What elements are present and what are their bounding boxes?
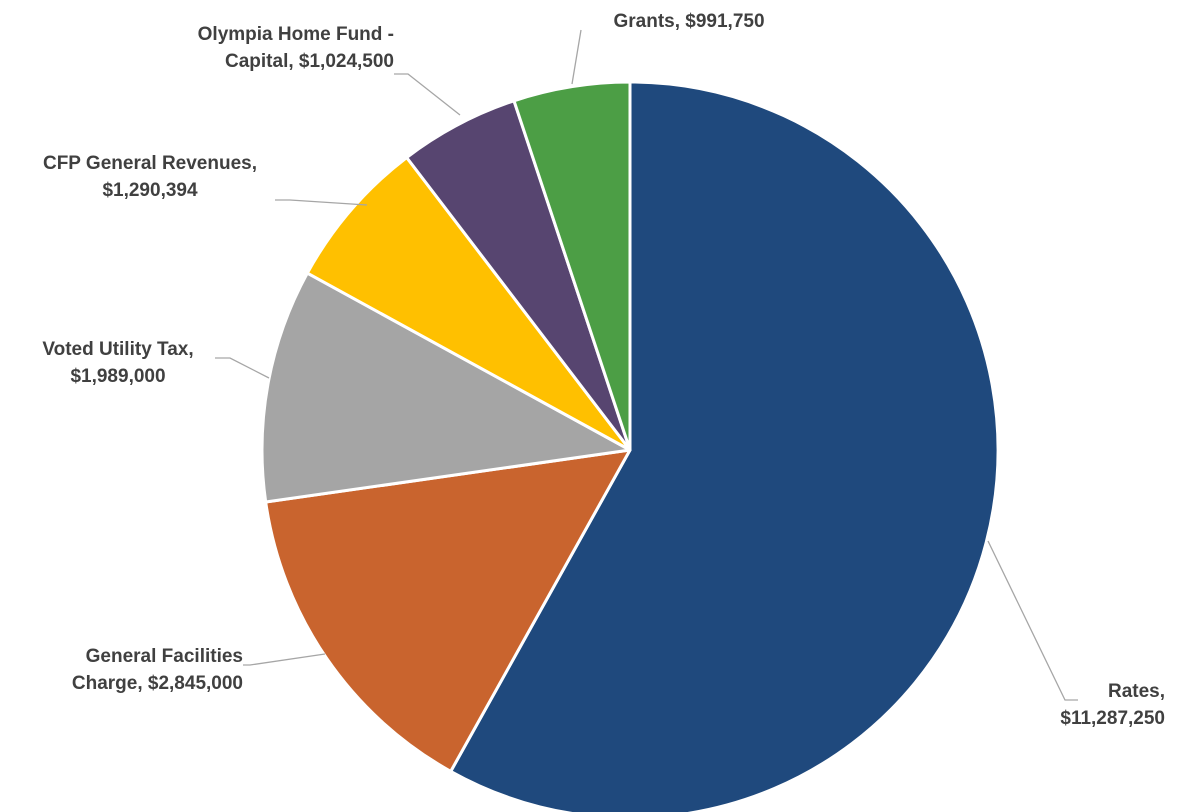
data-label-line: $1,290,394 xyxy=(102,180,198,201)
pie-slices xyxy=(260,80,1000,812)
pie-slice-voted-utility-tax xyxy=(260,271,632,504)
pie-slice-rates xyxy=(449,80,1000,812)
data-label-rates: Rates, $11,287,250 xyxy=(1060,681,1165,729)
data-label-general-facilities-charge: General Facilities Charge, $2,845,000 xyxy=(72,646,243,694)
data-label-cfp-general-revenues: CFP General Revenues, $1,290,394 xyxy=(43,153,257,201)
leader-line-grants xyxy=(571,29,582,85)
data-label-line: $11,287,250 xyxy=(1060,708,1165,729)
data-labels: Rates, $11,287,250 General Facilities Charg… xyxy=(42,11,1165,729)
data-label-line: $1,989,000 xyxy=(70,366,165,387)
pie-slice-cfp-general-revenues xyxy=(305,156,632,452)
data-label-voted-utility-tax: Voted Utility Tax, $1,989,000 xyxy=(42,339,193,387)
data-label-line: Voted Utility Tax, xyxy=(42,339,193,360)
data-label-line: General Facilities xyxy=(86,646,243,667)
data-label-line: CFP General Revenues, xyxy=(43,153,257,174)
leader-line-olympia-home-fund-capital xyxy=(394,73,461,116)
leader-line-voted-utility-tax xyxy=(215,357,270,379)
leader-line-general-facilities-charge xyxy=(243,653,326,666)
data-label-line: Capital, $1,024,500 xyxy=(225,51,394,72)
data-label-olympia-home-fund-capital: Olympia Home Fund - Capital, $1,024,500 xyxy=(198,24,394,72)
leader-lines xyxy=(215,29,1078,701)
data-label-line: Grants, $991,750 xyxy=(613,11,764,32)
pie-slice-general-facilities-charge xyxy=(264,448,632,773)
leader-line-rates xyxy=(987,540,1078,701)
data-label-line: Rates, xyxy=(1108,681,1165,702)
data-label-line: Olympia Home Fund - xyxy=(198,24,394,45)
data-label-grants: Grants, $991,750 xyxy=(613,11,764,32)
data-label-line: Charge, $2,845,000 xyxy=(72,673,243,694)
pie-slice-grants xyxy=(512,80,632,452)
leader-line-cfp-general-revenues xyxy=(275,199,368,206)
